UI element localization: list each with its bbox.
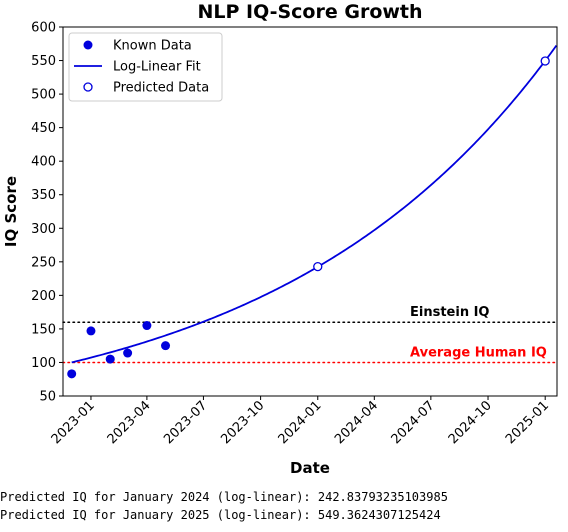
y-tick-label: 400 xyxy=(31,155,56,170)
x-tick-label: 2023-07 xyxy=(161,398,210,447)
y-tick-label: 500 xyxy=(31,88,56,103)
y-tick-label: 450 xyxy=(31,121,56,136)
plot-frame xyxy=(62,26,558,397)
y-tick-label: 600 xyxy=(31,21,56,36)
x-tick-label: 2024-10 xyxy=(446,398,495,447)
known-data-point xyxy=(105,354,115,364)
legend-marker-predicted-data xyxy=(83,82,93,92)
y-tick-label: 350 xyxy=(31,188,56,203)
y-tick-label: 100 xyxy=(31,356,56,371)
known-data-point xyxy=(142,321,152,331)
known-data-point xyxy=(67,369,77,379)
x-axis-ticks: 2023-01 2023-04 2023-07 2023-10 2024-01 2024-… xyxy=(49,396,552,447)
x-tick-label: 2023-01 xyxy=(49,398,98,447)
y-tick-label: 50 xyxy=(39,390,56,405)
known-data-point xyxy=(86,326,96,336)
x-tick-label: 2024-04 xyxy=(332,398,381,447)
x-tick-label: 2023-10 xyxy=(218,398,267,447)
y-tick-label: 550 xyxy=(31,54,56,69)
console-output-line-2: Predicted IQ for January 2025 (log-linea… xyxy=(0,508,441,522)
y-tick-label: 200 xyxy=(31,289,56,304)
x-tick-label: 2023-04 xyxy=(105,398,154,447)
y-tick-label: 300 xyxy=(31,222,56,237)
chart-title: NLP IQ-Score Growth xyxy=(197,1,422,23)
y-tick-label: 250 xyxy=(31,255,56,270)
predicted-data-point xyxy=(540,56,550,66)
legend-label: Log-Linear Fit xyxy=(113,60,201,75)
plot-area xyxy=(67,45,558,379)
console-output-line-1: Predicted IQ for January 2024 (log-linea… xyxy=(0,490,448,504)
predicted-data-point xyxy=(313,261,323,272)
reference-line-label: Einstein IQ xyxy=(410,305,490,320)
iq-growth-chart: NLP IQ-Score Growth 50 100 150 200 250 300 350… xyxy=(2,1,558,477)
legend-label: Predicted Data xyxy=(113,81,209,96)
legend-box xyxy=(68,32,223,102)
legend: Known Data Log-Linear Fit Predicted Data xyxy=(68,32,223,102)
legend-label: Known Data xyxy=(113,39,192,54)
known-data-point xyxy=(123,348,133,358)
x-tick-label: 2024-01 xyxy=(276,398,325,447)
legend-marker-known-data xyxy=(83,40,93,50)
y-axis-label: IQ Score xyxy=(2,176,20,247)
x-tick-label: 2025-01 xyxy=(503,398,552,447)
known-data-point xyxy=(161,341,171,351)
y-axis-ticks: 50 100 150 200 250 300 350 400 450 500 550 600 xyxy=(31,21,63,405)
reference-line-label: Average Human IQ xyxy=(410,345,547,360)
reference-lines: Einstein IQ Average Human IQ xyxy=(62,305,558,364)
x-tick-label: 2024-07 xyxy=(389,398,438,447)
x-axis-label: Date xyxy=(290,459,330,477)
y-tick-label: 150 xyxy=(31,322,56,337)
